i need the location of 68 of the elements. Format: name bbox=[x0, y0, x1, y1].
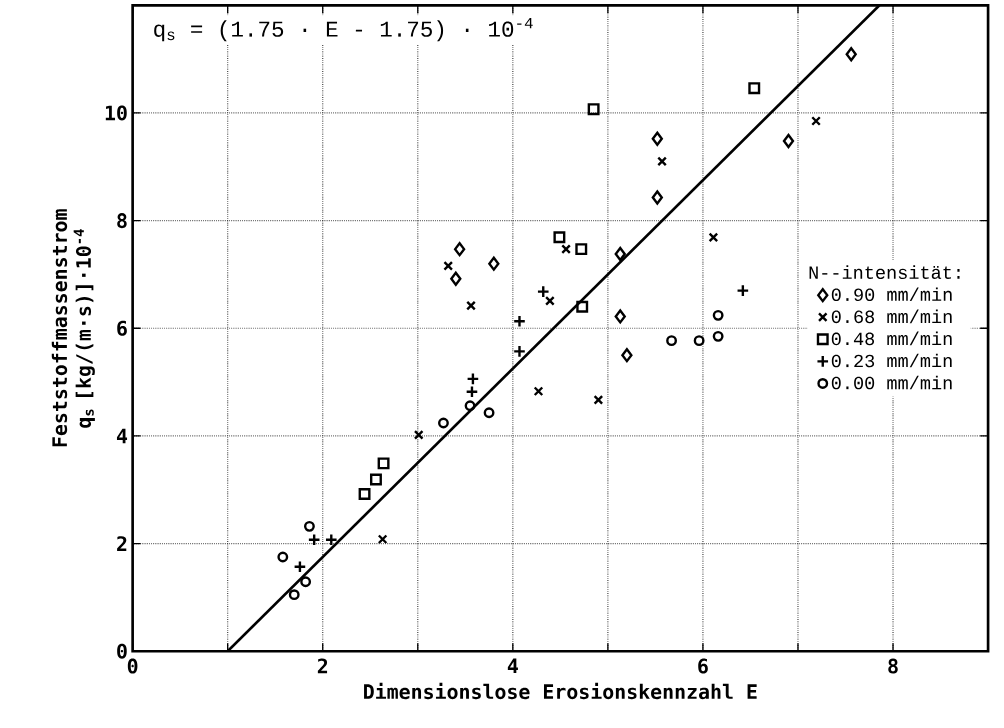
point bbox=[544, 295, 555, 306]
point bbox=[488, 256, 500, 271]
legend-label: 0.00 mm/min bbox=[831, 375, 952, 390]
x-tick-label: 2 bbox=[317, 658, 328, 674]
point bbox=[845, 47, 857, 62]
point bbox=[450, 271, 462, 286]
point bbox=[533, 386, 544, 397]
point bbox=[587, 103, 600, 116]
point bbox=[324, 533, 338, 547]
point bbox=[748, 82, 761, 95]
point bbox=[453, 241, 466, 257]
point bbox=[303, 520, 315, 532]
point bbox=[413, 429, 424, 440]
point bbox=[377, 534, 388, 545]
x-tick-label: 0 bbox=[127, 658, 138, 674]
legend-label: 0.23 mm/min bbox=[831, 353, 952, 368]
point bbox=[614, 246, 626, 262]
x-axis-title: Dimensionslose Erosionskennzahl E bbox=[364, 682, 757, 700]
point bbox=[288, 589, 300, 601]
point bbox=[621, 347, 633, 363]
point bbox=[651, 131, 663, 146]
y-tick-label: 8 bbox=[117, 213, 127, 229]
legend-label: 0.68 mm/min bbox=[831, 309, 952, 324]
x-tick-label: 8 bbox=[888, 658, 898, 674]
point bbox=[666, 335, 678, 347]
point bbox=[483, 407, 495, 419]
x-tick-label: 6 bbox=[698, 658, 708, 674]
y-tick-label: 2 bbox=[117, 536, 127, 551]
point bbox=[811, 116, 821, 126]
point bbox=[300, 576, 312, 588]
point bbox=[466, 300, 476, 311]
point bbox=[377, 457, 390, 470]
legend-label: 0.48 mm/min bbox=[831, 331, 952, 346]
y-tick-label: 6 bbox=[117, 320, 127, 336]
y-tick-label: 10 bbox=[105, 105, 127, 121]
point bbox=[614, 309, 626, 324]
point bbox=[358, 488, 371, 500]
x-tick-label: 4 bbox=[507, 658, 518, 673]
point bbox=[369, 473, 382, 486]
point bbox=[512, 344, 526, 358]
point bbox=[657, 156, 668, 167]
legend-title: N--intensität: bbox=[809, 265, 960, 279]
point bbox=[561, 244, 572, 255]
point bbox=[712, 330, 724, 342]
point bbox=[277, 551, 289, 563]
point bbox=[464, 400, 476, 412]
point bbox=[593, 394, 604, 405]
y-tick-label: 4 bbox=[116, 428, 128, 444]
point bbox=[512, 314, 526, 328]
point bbox=[438, 417, 449, 429]
point bbox=[536, 285, 550, 299]
point bbox=[575, 243, 588, 256]
annotation: q$_{s}$ = (1.75 · E - 1.75) · 10$^{-4}$ bbox=[154, 17, 533, 42]
point bbox=[553, 231, 566, 244]
point bbox=[465, 385, 479, 399]
y-tick-label: 0 bbox=[117, 643, 127, 659]
legend-label: 0.90 mm/min bbox=[831, 287, 952, 301]
point bbox=[443, 260, 454, 271]
point bbox=[576, 300, 589, 313]
point bbox=[736, 284, 750, 298]
point bbox=[293, 560, 307, 574]
point bbox=[693, 335, 705, 347]
point bbox=[782, 133, 795, 149]
point bbox=[708, 232, 719, 243]
point bbox=[466, 372, 480, 386]
point bbox=[651, 190, 663, 205]
point bbox=[307, 533, 321, 547]
point bbox=[712, 309, 724, 321]
